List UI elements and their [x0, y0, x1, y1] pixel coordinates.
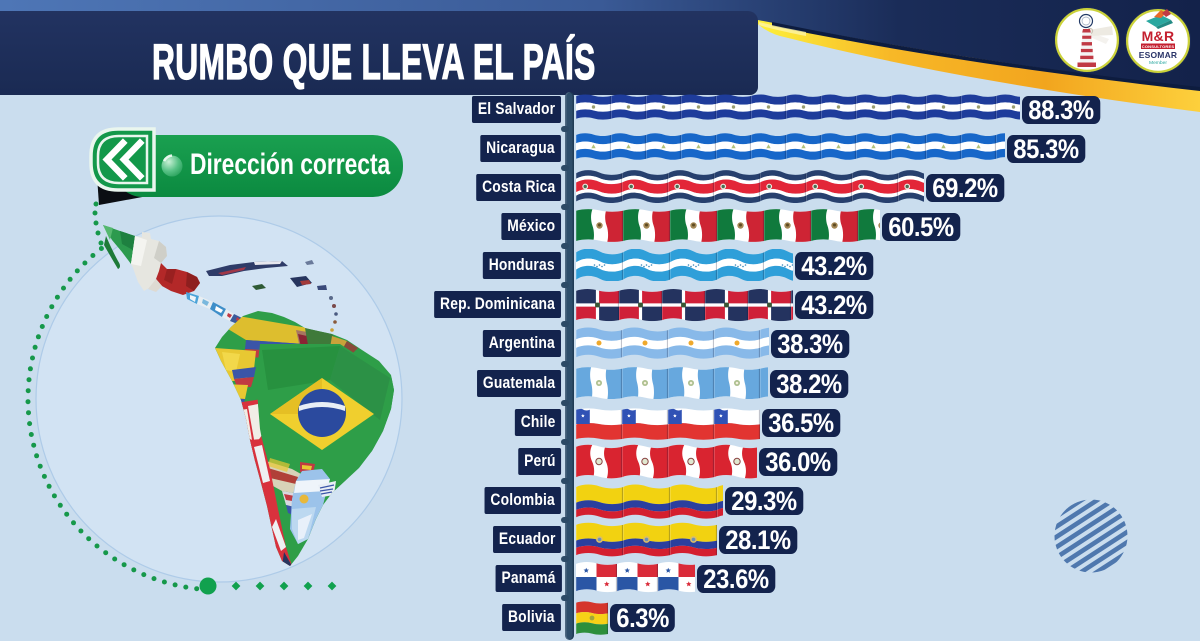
svg-text:CONSULTORES: CONSULTORES [1142, 44, 1175, 49]
svg-text:M&R: M&R [1142, 28, 1175, 44]
svg-text:ESOMAR: ESOMAR [1139, 50, 1178, 60]
svg-text:Member: Member [1149, 60, 1167, 66]
